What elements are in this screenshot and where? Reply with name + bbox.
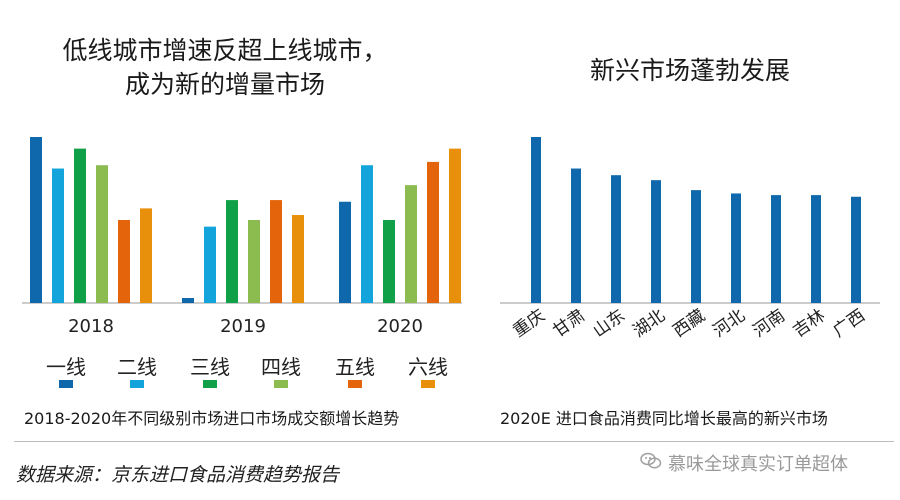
legend-label-三线: 三线 <box>190 355 230 379</box>
bar-2018-一线 <box>30 137 42 303</box>
x-tick-label-湖北: 湖北 <box>630 306 669 342</box>
watermark-text: 慕味全球真实订单超体 <box>668 454 848 475</box>
bar-2018-四线 <box>96 165 108 303</box>
legend-swatch-三线 <box>203 380 217 388</box>
x-tick-label-2018: 2018 <box>68 316 114 337</box>
bar-2020-二线 <box>361 165 373 303</box>
bar-2020-五线 <box>427 161 439 303</box>
legend-label-二线: 二线 <box>117 355 157 379</box>
legend-swatch-一线 <box>59 380 73 388</box>
bar-西藏 <box>691 190 701 303</box>
bar-湖北 <box>651 180 661 303</box>
x-tick-label-西藏: 西藏 <box>670 306 709 342</box>
bar-2019-六线 <box>292 215 304 303</box>
bar-2018-二线 <box>52 168 64 303</box>
legend-swatch-二线 <box>130 380 144 388</box>
bar-山东 <box>611 175 621 303</box>
legend-swatch-四线 <box>274 380 288 388</box>
legend-label-四线: 四线 <box>261 355 301 379</box>
bar-2020-四线 <box>405 185 417 303</box>
bar-2018-三线 <box>74 148 86 303</box>
bar-2019-三线 <box>226 200 238 303</box>
bar-2020-一线 <box>339 201 351 303</box>
divider-line <box>14 441 894 442</box>
bar-2019-四线 <box>248 220 260 303</box>
left-title-line2: 成为新的增量市场 <box>124 70 325 99</box>
left-chart-title: 低线城市增速反超上线城市， 成为新的增量市场 <box>40 34 410 102</box>
bar-甘肃 <box>571 168 581 303</box>
bar-2018-六线 <box>140 208 152 303</box>
legend-label-六线: 六线 <box>408 355 448 379</box>
bar-2020-三线 <box>383 220 395 303</box>
data-source: 数据来源：京东进口食品消费趋势报告 <box>16 464 340 486</box>
bar-吉林 <box>811 195 821 303</box>
bar-重庆 <box>531 137 541 303</box>
bar-2019-一线 <box>182 298 194 303</box>
x-tick-label-2020: 2020 <box>377 316 423 337</box>
x-tick-label-广西: 广西 <box>830 306 869 342</box>
bar-广西 <box>851 196 861 303</box>
left-title-line1: 低线城市增速反超上线城市， <box>62 36 388 65</box>
right-chart-caption: 2020E 进口食品消费同比增长最高的新兴市场 <box>500 409 828 428</box>
x-tick-label-甘肃: 甘肃 <box>550 306 589 342</box>
wechat-icon <box>640 452 662 475</box>
right-chart-title: 新兴市场蓬勃发展 <box>589 56 790 85</box>
legend-swatch-五线 <box>348 380 362 388</box>
legend-label-五线: 五线 <box>335 355 375 379</box>
x-tick-label-吉林: 吉林 <box>790 306 829 342</box>
bar-河北 <box>731 193 741 303</box>
bar-2018-五线 <box>118 220 130 303</box>
watermark: 慕味全球真实订单超体 <box>640 450 848 476</box>
x-tick-label-河南: 河南 <box>750 306 789 342</box>
x-tick-label-河北: 河北 <box>710 306 749 342</box>
bar-2020-六线 <box>449 148 461 303</box>
x-tick-label-重庆: 重庆 <box>510 306 549 342</box>
bar-河南 <box>771 195 781 303</box>
bar-2019-五线 <box>270 200 282 303</box>
legend-label-一线: 一线 <box>46 355 86 379</box>
x-tick-label-2019: 2019 <box>220 316 266 337</box>
legend-swatch-六线 <box>421 380 435 388</box>
bar-2019-二线 <box>204 226 216 303</box>
left-chart-caption: 2018-2020年不同级别市场进口市场成交额增长趋势 <box>24 409 400 428</box>
x-tick-label-山东: 山东 <box>590 306 629 342</box>
